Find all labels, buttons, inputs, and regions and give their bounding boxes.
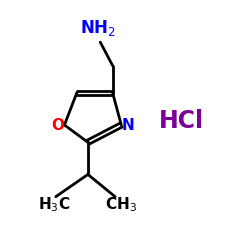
Text: HCl: HCl xyxy=(159,109,204,133)
Text: H$_3$C: H$_3$C xyxy=(38,195,71,214)
Text: O: O xyxy=(52,118,65,132)
Text: N: N xyxy=(122,118,134,132)
Text: NH$_2$: NH$_2$ xyxy=(80,18,116,38)
Text: CH$_3$: CH$_3$ xyxy=(105,195,137,214)
